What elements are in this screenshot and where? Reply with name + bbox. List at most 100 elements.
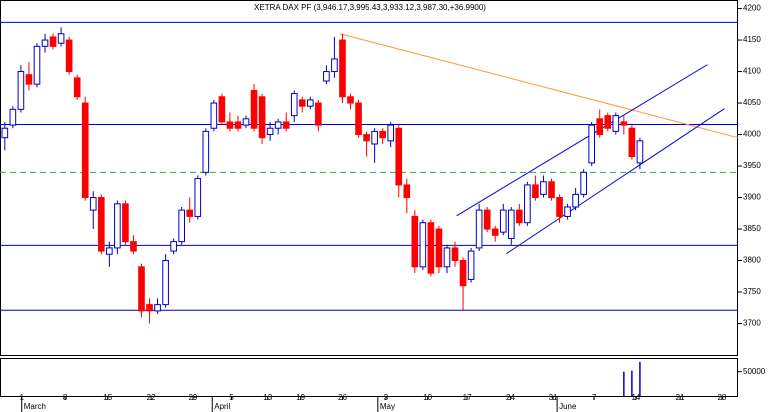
candle-body xyxy=(379,130,386,139)
candle-body xyxy=(435,228,443,268)
candle-body xyxy=(604,115,612,129)
candle-body xyxy=(170,241,177,252)
x-tick-label: 5 xyxy=(229,393,234,402)
candle-body xyxy=(33,45,41,85)
candle-body xyxy=(572,193,579,208)
candle-body xyxy=(540,181,547,195)
x-tick-label: 14 xyxy=(631,393,640,402)
candle-body xyxy=(290,93,298,117)
candle-body xyxy=(588,124,596,164)
candle-body xyxy=(459,260,467,287)
chart-title: XETRA DAX PF (3,946.17,3,995.43,3,933.12… xyxy=(254,3,486,12)
x-tick-label: 21 xyxy=(676,393,685,402)
candle-body xyxy=(620,121,628,126)
y-tick-label: 3800 xyxy=(743,256,761,265)
y2-tick-label: 50000 xyxy=(743,367,766,376)
month-label: May xyxy=(380,402,395,411)
candle-body xyxy=(443,247,451,268)
y-tick-label: 4050 xyxy=(743,98,761,107)
candle-body xyxy=(1,127,9,139)
candle-body xyxy=(475,209,483,249)
x-tick-label: 17 xyxy=(463,393,472,402)
candle-body xyxy=(242,118,250,126)
candle-body xyxy=(371,130,378,145)
candle-body xyxy=(218,96,226,123)
candle-body xyxy=(419,222,427,268)
candle-body xyxy=(532,184,539,199)
x-tick-label: 8 xyxy=(63,393,68,402)
y-tick-label: 3750 xyxy=(743,287,761,296)
candle-body xyxy=(516,209,523,224)
candle-body xyxy=(186,209,194,217)
y-tick-label: 4100 xyxy=(743,67,761,76)
candle-body xyxy=(395,127,403,186)
trend-line xyxy=(339,33,739,139)
candle-body xyxy=(355,102,362,136)
x-tick-label: 3 xyxy=(384,393,389,402)
candle-body xyxy=(194,178,202,217)
candle-body xyxy=(266,127,274,136)
candle-body xyxy=(106,247,113,255)
candle-body xyxy=(162,260,169,306)
x-tick-label: 29 xyxy=(188,393,197,402)
candle-body xyxy=(347,96,354,104)
x-tick-label: 31 xyxy=(549,393,558,402)
y-tick-label: 3700 xyxy=(743,319,761,328)
x-tick-label: 24 xyxy=(506,393,515,402)
candle-body xyxy=(580,171,587,195)
candle-body xyxy=(130,241,137,252)
month-label: March xyxy=(24,402,46,411)
candle-body xyxy=(339,39,346,98)
candle-body xyxy=(524,184,531,224)
candle-body xyxy=(636,140,644,164)
candle-body xyxy=(331,58,338,73)
y-tick-label: 3900 xyxy=(743,193,761,202)
candle-body xyxy=(556,197,563,217)
candle-body xyxy=(138,266,145,312)
candle-body xyxy=(114,203,121,249)
candle-body xyxy=(628,127,636,158)
x-tick-label: 26 xyxy=(338,393,347,402)
candle-body xyxy=(226,121,234,129)
candle-body xyxy=(122,203,129,243)
candle-body xyxy=(97,197,105,252)
candle-body xyxy=(41,39,49,47)
candle-body xyxy=(596,118,604,136)
candle-body xyxy=(612,115,620,132)
candle-body xyxy=(258,96,266,139)
candle-body xyxy=(65,39,73,73)
candle-body xyxy=(499,209,507,233)
candle-body xyxy=(57,33,65,44)
candle-body xyxy=(81,102,89,199)
candle-body xyxy=(548,181,555,199)
candle-body xyxy=(49,36,57,47)
candle-body xyxy=(451,247,459,262)
candle-body xyxy=(323,71,330,82)
trend-line xyxy=(456,64,708,217)
trend-line xyxy=(506,108,725,255)
y-tick-label: 4000 xyxy=(743,130,761,139)
candle-body xyxy=(202,130,210,173)
candle-body xyxy=(387,124,395,142)
x-tick-label: 15 xyxy=(103,393,112,402)
candle-body xyxy=(564,206,571,217)
x-tick-label: 19 xyxy=(296,393,305,402)
candle-body xyxy=(210,102,218,129)
y-tick-label: 4150 xyxy=(743,35,761,44)
candle-body xyxy=(483,209,491,230)
candle-body xyxy=(427,222,435,274)
candle-body xyxy=(154,304,161,312)
x-tick-label: 22 xyxy=(147,393,156,402)
x-tick-label: 7 xyxy=(592,393,597,402)
y-tick-label: 4200 xyxy=(743,4,761,13)
candle-body xyxy=(274,121,282,129)
candle-body xyxy=(507,209,515,239)
month-label: April xyxy=(214,402,230,411)
candle-body xyxy=(9,108,17,126)
month-label: June xyxy=(559,402,577,411)
x-tick-label: 10 xyxy=(423,393,432,402)
candle-body xyxy=(25,74,33,85)
x-tick-label: 13 xyxy=(263,393,272,402)
y-tick-label: 3850 xyxy=(743,224,761,233)
